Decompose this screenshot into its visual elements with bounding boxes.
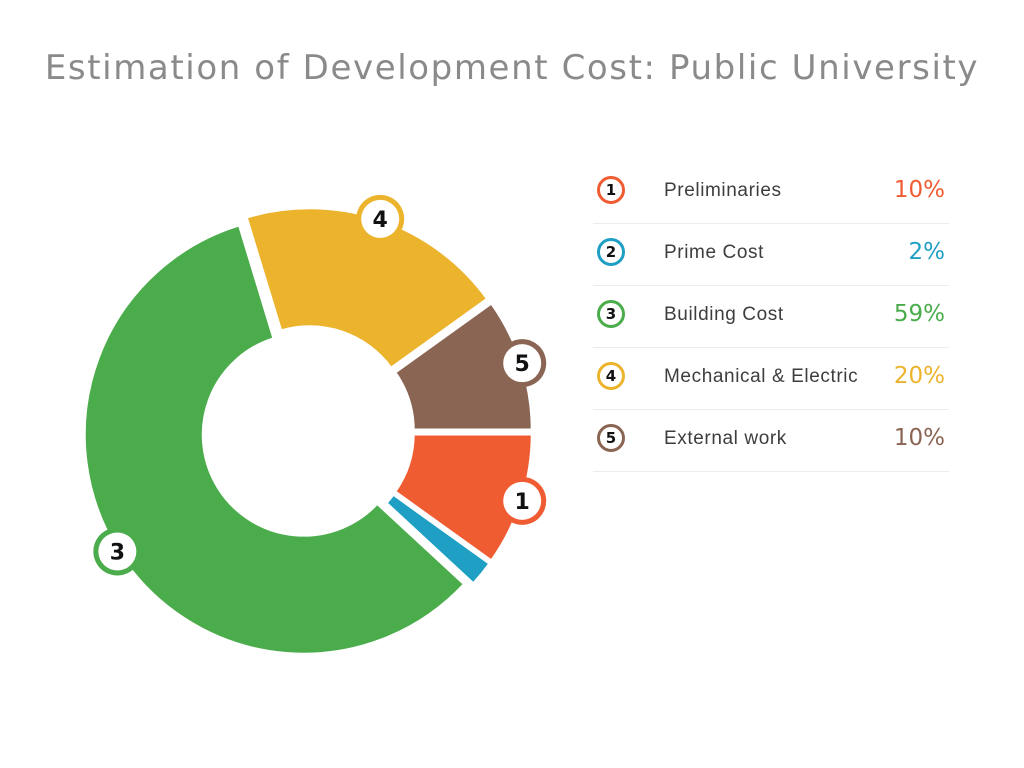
legend-item-3: 3 Building Cost 59% xyxy=(593,286,949,348)
donut-slice-2 xyxy=(382,490,494,588)
legend-value: 20% xyxy=(893,363,945,389)
slice-badge-number: 4 xyxy=(373,208,388,233)
chart-title: Estimation of Development Cost: Public U… xyxy=(44,48,980,88)
slice-badge-3: 3 xyxy=(93,527,142,576)
legend-label: Mechanical & Electric xyxy=(664,366,859,387)
legend-value: 2% xyxy=(908,239,946,265)
slice-badge-number: 1 xyxy=(515,490,530,515)
legend: 1 Preliminaries 10% 2 Prime Cost 2% 3 Building … xyxy=(593,162,949,472)
slice-badges: 1 3 4 5 xyxy=(93,194,547,576)
slice-badge-number: 5 xyxy=(515,352,530,377)
donut-slice-4 xyxy=(243,205,492,372)
legend-item-1: 1 Preliminaries 10% xyxy=(593,162,949,224)
slice-badge-4: 4 xyxy=(356,194,405,243)
donut-slice-5 xyxy=(391,299,535,433)
donut-slices xyxy=(81,205,535,657)
legend-label: Prime Cost xyxy=(664,242,764,263)
legend-badge: 5 xyxy=(597,424,625,452)
legend-badge: 3 xyxy=(597,300,625,328)
donut-chart: 1 3 4 5 xyxy=(81,194,547,657)
slice-badge-1: 1 xyxy=(498,476,547,525)
legend-label: Building Cost xyxy=(664,304,784,325)
legend-item-4: 4 Mechanical & Electric 20% xyxy=(593,348,949,410)
legend-value: 10% xyxy=(893,177,945,203)
legend-item-5: 5 External work 10% xyxy=(593,410,949,472)
legend-value: 59% xyxy=(893,301,945,327)
slice-badge-5: 5 xyxy=(498,339,547,388)
legend-badge: 1 xyxy=(597,176,625,204)
legend-badge: 4 xyxy=(597,362,625,390)
legend-label: Preliminaries xyxy=(664,180,782,201)
slice-badge-number: 3 xyxy=(110,540,125,565)
donut-slice-3 xyxy=(81,221,469,657)
legend-item-2: 2 Prime Cost 2% xyxy=(593,224,949,286)
legend-badge: 2 xyxy=(597,238,625,266)
legend-label: External work xyxy=(664,428,787,449)
legend-value: 10% xyxy=(893,425,945,451)
